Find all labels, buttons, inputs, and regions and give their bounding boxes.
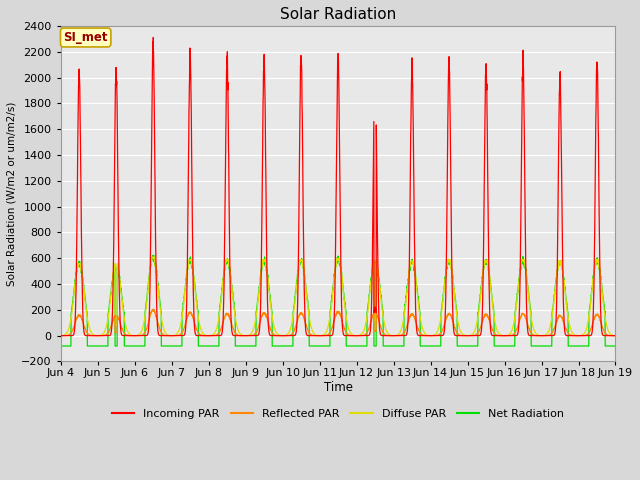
X-axis label: Time: Time [324,381,353,394]
Title: Solar Radiation: Solar Radiation [280,7,396,22]
Text: SI_met: SI_met [63,31,108,44]
Y-axis label: Solar Radiation (W/m2 or um/m2/s): Solar Radiation (W/m2 or um/m2/s) [7,101,17,286]
Legend: Incoming PAR, Reflected PAR, Diffuse PAR, Net Radiation: Incoming PAR, Reflected PAR, Diffuse PAR… [108,404,568,423]
